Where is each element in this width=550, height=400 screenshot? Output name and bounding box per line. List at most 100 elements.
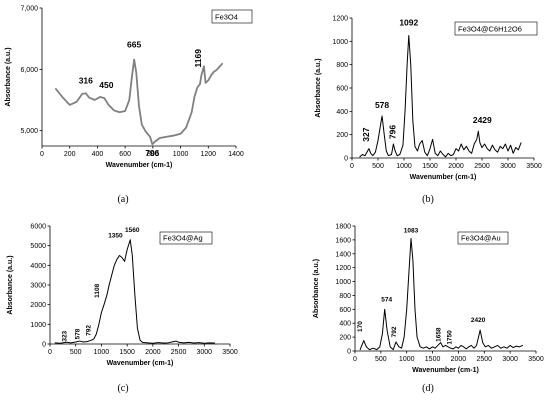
peak-label: 574 [381, 296, 392, 303]
spectrum-line [359, 238, 524, 351]
peak-label: 1560 [125, 227, 140, 234]
peak-label: 1658 [436, 327, 443, 342]
x-tick-label: 2000 [451, 356, 467, 363]
legend-box [457, 231, 509, 245]
peak-label: 2429 [473, 115, 492, 125]
y-tick-label: 1200 [332, 16, 348, 23]
spectrum-line [359, 35, 522, 158]
y-tick-label: 200 [336, 132, 348, 139]
x-tick-label: 500 [375, 356, 387, 363]
peak-label: 796 [387, 125, 397, 139]
panel-d: 0 500 1000 1500 2000 2500 3000 3500 0 200 400 600 80… [313, 224, 544, 395]
x-tick-label: 3000 [502, 356, 518, 363]
y-tick-label: 1000 [335, 279, 351, 286]
peak-label: 578 [375, 100, 389, 110]
x-tick-label: 500 [70, 349, 82, 356]
x-axis-label: Wavenumber (cm-1) [412, 367, 479, 374]
x-tick-label: 1000 [94, 349, 110, 356]
peak-label: 792 [391, 326, 398, 337]
x-tick-label: 2500 [171, 349, 187, 356]
x-tick-label: 200 [64, 151, 76, 158]
x-tick-label: 0 [40, 151, 44, 158]
y-axis-label: Absorbance (a.u.) [7, 255, 14, 314]
x-tick-label: 600 [119, 151, 131, 158]
x-tick-label: 3500 [528, 356, 544, 363]
peak-label: 1108 [94, 283, 101, 297]
x-axis-label: Wavenumber (cm-1) [106, 162, 173, 169]
x-tick-label: 400 [92, 151, 104, 158]
y-tick-label: 400 [339, 321, 351, 328]
x-tick-label: 1400 [228, 151, 244, 158]
y-tick-label: 0 [42, 342, 46, 349]
legend-label: Fe3O4@Au [461, 234, 501, 243]
peak-label: 170 [357, 321, 364, 332]
legend-box [211, 9, 253, 24]
x-tick-label: 1000 [396, 163, 412, 170]
y-tick-label: 1200 [335, 265, 351, 272]
x-tick-label: 2500 [474, 163, 490, 170]
peak-label: 323 [62, 330, 69, 341]
peak-label: 1083 [404, 228, 419, 235]
peak-label: 1092 [399, 18, 418, 28]
y-tick-label: 7,000 [20, 6, 38, 13]
y-tick-label: 0 [347, 349, 351, 356]
legend-box [159, 231, 213, 245]
x-tick-label: 1000 [399, 356, 415, 363]
peak-label: 327 [361, 127, 371, 141]
y-tick-label: 400 [336, 109, 348, 116]
panel-c: 0 500 1000 1500 2000 2500 3000 3500 0 1000 2000 300… [7, 224, 238, 395]
peak-label: 1350 [108, 233, 123, 240]
x-tick-label: 500 [372, 163, 384, 170]
peak-label: 796 [145, 148, 159, 158]
y-tick-label: 6000 [30, 224, 46, 231]
peak-label: 1169 [193, 49, 203, 68]
y-tick-label: 2000 [30, 302, 46, 309]
x-tick-label: 1500 [422, 163, 438, 170]
y-tick-label: 600 [336, 86, 348, 93]
spectrum-line [54, 239, 216, 344]
x-tick-label: 1200 [200, 151, 216, 158]
y-tick-label: 800 [339, 293, 351, 300]
panel-a: 0 200 400 600 800 1000 1200 1400 5,000 6,000 7,000… [5, 6, 253, 205]
x-tick-label: 3500 [526, 163, 542, 170]
y-tick-label: 3000 [30, 283, 46, 290]
y-axis-label: Absorbance (a.u.) [5, 47, 12, 106]
y-tick-label: 4000 [30, 263, 46, 270]
panel-b: 0 500 1000 1500 2000 2500 3000 3500 0 200 400 600 80… [315, 16, 542, 206]
spectrum-line [54, 58, 224, 146]
x-tick-label: 2000 [448, 163, 464, 170]
y-tick-label: 800 [336, 62, 348, 69]
panel-caption: (b) [422, 194, 434, 205]
y-tick-label: 6,000 [20, 67, 38, 74]
y-tick-label: 1600 [335, 237, 351, 244]
y-tick-label: 1000 [332, 39, 348, 46]
panel-caption: (a) [117, 194, 128, 205]
panel-caption: (d) [422, 383, 434, 394]
x-tick-label: 800 [147, 151, 159, 158]
peak-label: 316 [79, 75, 93, 85]
y-tick-label: 1000 [30, 322, 46, 329]
peak-label: 665 [127, 40, 141, 50]
x-tick-label: 0 [353, 356, 357, 363]
peak-label: 792 [86, 325, 93, 336]
legend-label: Fe3O4@Ag [163, 234, 203, 243]
x-tick-label: 1500 [425, 356, 441, 363]
legend-label: Fe3O4@C6H12O6 [458, 25, 522, 34]
y-tick-label: 1400 [335, 251, 351, 258]
x-axis-label: Wavenumber (cm-1) [107, 360, 174, 367]
x-tick-label: 2500 [476, 356, 492, 363]
peak-label: 2420 [471, 317, 486, 324]
x-tick-label: 3500 [222, 349, 238, 356]
x-tick-label: 0 [48, 349, 52, 356]
peak-label: 1750 [447, 330, 454, 345]
y-axis-label: Absorbance (a.u.) [315, 58, 322, 117]
panel-caption: (c) [117, 383, 128, 394]
peak-label: 450 [99, 80, 113, 90]
y-tick-label: 600 [339, 307, 351, 314]
x-tick-label: 2000 [145, 349, 161, 356]
x-tick-label: 3000 [500, 163, 516, 170]
y-tick-label: 5000 [30, 243, 46, 250]
legend-label: Fe3O4 [215, 13, 238, 22]
peak-label: 578 [75, 328, 82, 339]
